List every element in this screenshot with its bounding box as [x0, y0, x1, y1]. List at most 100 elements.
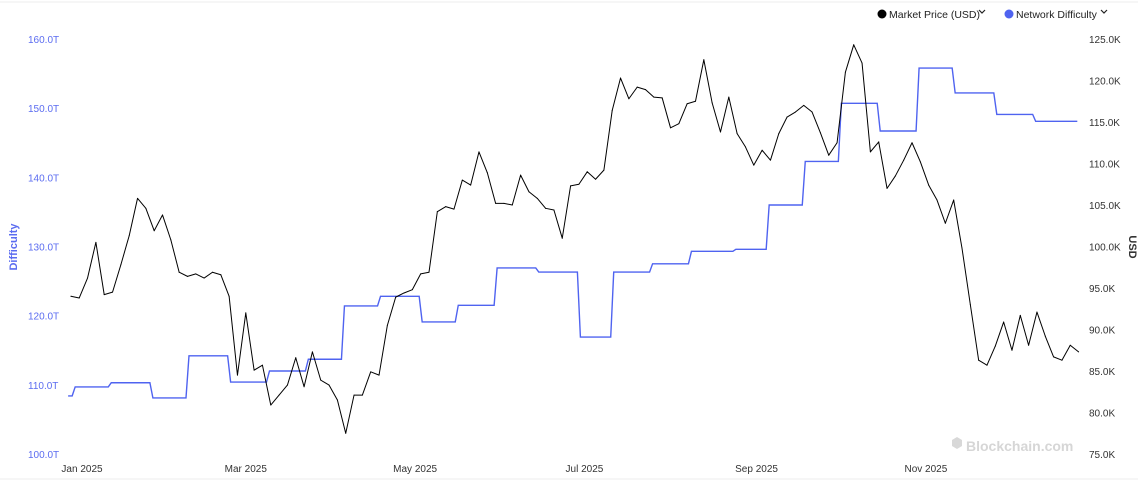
y-right-tick-label: 75.0K — [1089, 450, 1115, 461]
market-price-point — [595, 178, 597, 180]
market-price-point — [961, 247, 963, 249]
market-price-point — [786, 116, 788, 118]
market-price-point — [844, 71, 846, 73]
market-price-point — [103, 294, 105, 296]
market-price-point — [445, 206, 447, 208]
market-price-point — [370, 371, 372, 373]
y-right-tick-label: 105.0K — [1089, 201, 1121, 212]
market-price-point — [270, 404, 272, 406]
market-price-point — [936, 199, 938, 201]
market-price-point — [1019, 314, 1021, 316]
market-price-point — [761, 149, 763, 151]
market-price-point — [153, 230, 155, 232]
market-price-point — [428, 271, 430, 273]
market-price-point — [286, 384, 288, 386]
market-price-point — [545, 207, 547, 209]
market-price-point — [986, 364, 988, 366]
y-right-tick-label: 100.0K — [1089, 243, 1121, 254]
y-right-tick-label: 80.0K — [1089, 409, 1115, 420]
market-price-point — [470, 184, 472, 186]
market-price-point — [253, 369, 255, 371]
legend-item-network-difficulty[interactable]: Network Difficulty — [1004, 9, 1108, 21]
market-price-point — [162, 214, 164, 216]
market-price-point — [1003, 321, 1005, 323]
market-price-point — [503, 202, 505, 204]
watermark-text: Blockchain.com — [966, 438, 1073, 454]
market-price-point — [78, 297, 80, 299]
market-price-point — [395, 296, 397, 298]
y-left-tick-label: 130.0T — [28, 243, 59, 254]
market-price-point — [686, 103, 688, 105]
legend-marker-market-price — [877, 9, 887, 19]
y-right-tick-label: 95.0K — [1089, 284, 1115, 295]
market-price-point — [811, 111, 813, 113]
legend-item-market-price[interactable]: Market Price (USD) — [877, 9, 986, 21]
market-price-point — [345, 432, 347, 434]
y-right-tick-label: 125.0K — [1089, 35, 1121, 46]
market-price-point — [295, 357, 297, 359]
y-left-tick-label: 110.0T — [28, 381, 58, 392]
market-price-point — [645, 89, 647, 91]
chevron-down-icon[interactable] — [1100, 9, 1108, 14]
y-right-axis-label: USD — [1126, 235, 1138, 258]
market-price-point — [919, 161, 921, 163]
market-price-point — [711, 102, 713, 104]
market-price-point — [1011, 349, 1013, 351]
market-price-point — [653, 96, 655, 98]
x-tick-label: Nov 2025 — [904, 464, 947, 475]
market-price-point — [203, 277, 205, 279]
market-price-point — [1078, 351, 1080, 353]
x-tick-label: Mar 2025 — [225, 464, 268, 475]
market-price-point — [586, 171, 588, 173]
y-right-tick-label: 120.0K — [1089, 77, 1121, 88]
market-price-point — [87, 277, 89, 279]
market-price-point — [1053, 356, 1055, 358]
market-price-point — [861, 62, 863, 64]
market-price-point — [453, 208, 455, 210]
y-left-tick-label: 160.0T — [28, 35, 59, 46]
market-price-point — [536, 197, 538, 199]
market-price-point — [969, 304, 971, 306]
market-price-point — [303, 386, 305, 388]
y-right-tick-label: 115.0K — [1089, 118, 1120, 129]
market-price-point — [137, 197, 139, 199]
market-price-point — [553, 209, 555, 211]
legend: Market Price (USD) Network Difficulty — [877, 9, 1108, 21]
market-price-point — [994, 345, 996, 347]
market-price-point — [128, 235, 130, 237]
market-price-point — [520, 174, 522, 176]
market-price-point — [736, 133, 738, 135]
market-price-point — [678, 123, 680, 125]
market-price-point — [1028, 344, 1030, 346]
market-price-point — [420, 273, 422, 275]
market-price-point — [620, 77, 622, 79]
market-price-point — [170, 239, 172, 241]
market-price-point — [1036, 311, 1038, 313]
legend-label-market-price: Market Price (USD) — [889, 9, 980, 21]
y-left-tick-label: 150.0T — [28, 104, 59, 115]
market-price-point — [486, 172, 488, 174]
market-price-point — [336, 399, 338, 401]
market-price-point — [1061, 359, 1063, 361]
series-line-market-price — [70, 44, 1079, 434]
market-price-point — [211, 271, 213, 273]
market-price-point — [944, 222, 946, 224]
market-price-point — [461, 179, 463, 181]
market-price-point — [320, 379, 322, 381]
market-price-point — [703, 59, 705, 61]
market-price-point — [436, 211, 438, 213]
market-price-point — [836, 142, 838, 144]
market-price-point — [386, 324, 388, 326]
market-price-point — [719, 131, 721, 133]
x-tick-label: May 2025 — [393, 464, 437, 475]
legend-label-network-difficulty: Network Difficulty — [1016, 9, 1098, 21]
market-price-point — [728, 96, 730, 98]
chevron-down-icon[interactable] — [978, 9, 986, 14]
market-price-point — [1069, 344, 1071, 346]
market-price-point — [220, 274, 222, 276]
market-price-point — [478, 151, 480, 153]
market-price-point — [228, 295, 230, 297]
market-price-point — [561, 237, 563, 239]
market-price-point — [311, 351, 313, 353]
